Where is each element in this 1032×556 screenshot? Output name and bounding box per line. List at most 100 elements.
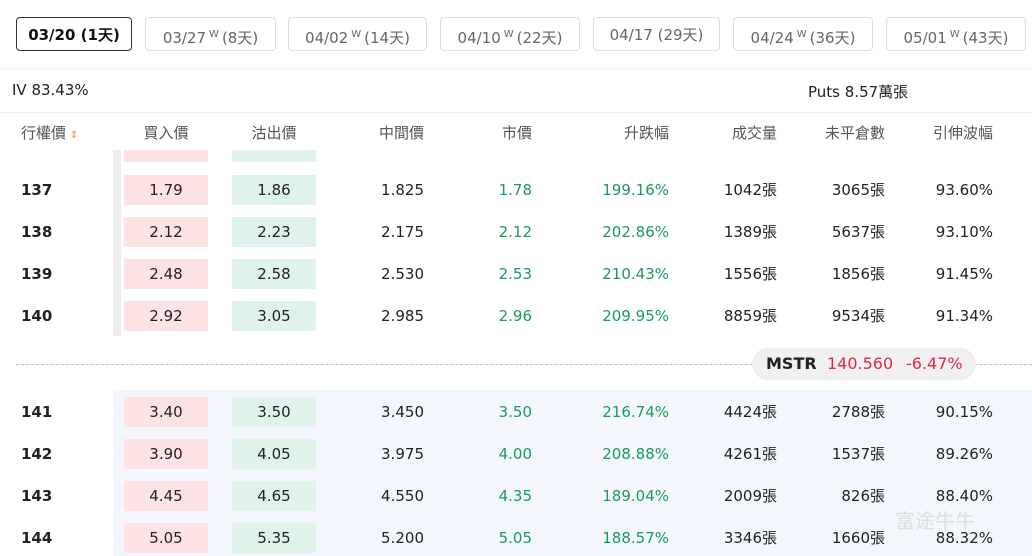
tab-days: (22天) [516, 29, 563, 47]
ask: 5.35 [232, 523, 316, 553]
tab-days: (8天) [221, 29, 259, 47]
date-tab[interactable]: 04/10 W (22天) [440, 17, 580, 51]
ask-box [232, 150, 316, 162]
date-tab[interactable]: 05/01 W (43天) [886, 17, 1026, 51]
divider [0, 112, 1032, 113]
ticker-change: -6.47% [906, 354, 963, 373]
implied-vol: 88.32% [935, 529, 993, 547]
tab-weekly: W [351, 29, 362, 40]
sort-icon: ⇕ [70, 130, 79, 141]
implied-vol: 93.10% [935, 223, 993, 241]
open-interest: 5637張 [831, 223, 885, 241]
date-tab[interactable]: 03/20 (1天) [16, 17, 132, 51]
last: 4.00 [498, 445, 532, 463]
mid: 1.825 [381, 181, 424, 199]
open-interest: 2788張 [831, 403, 885, 421]
date-tab[interactable]: 04/02 W (14天) [288, 17, 427, 51]
mid: 4.550 [381, 487, 424, 505]
tab-days: (14天) [364, 29, 410, 47]
date-tab[interactable]: 03/27 W (8天) [145, 17, 276, 51]
column-header: 成交量 [731, 124, 777, 142]
strike: 139 [21, 265, 53, 283]
change: 208.88% [602, 445, 669, 463]
volume: 2009張 [723, 487, 777, 505]
last: 4.35 [498, 487, 532, 505]
open-interest: 1537張 [831, 445, 885, 463]
volume: 3346張 [723, 529, 777, 547]
puts-summary: Puts 8.57萬張 [808, 83, 909, 101]
price-line [16, 364, 1032, 365]
ticker-pill: MSTR 140.560 -6.47% [752, 348, 976, 380]
last: 1.78 [498, 181, 532, 199]
implied-vol: 91.45% [935, 265, 993, 283]
open-interest: 1856張 [831, 265, 885, 283]
volume: 1556張 [723, 265, 777, 283]
bid: 1.79 [124, 175, 208, 205]
mid: 3.975 [381, 445, 424, 463]
open-interest: 1660張 [831, 529, 885, 547]
iv-summary: IV 83.43% [12, 81, 89, 99]
ask: 3.50 [232, 397, 316, 427]
last: 2.96 [498, 307, 532, 325]
strike: 143 [21, 487, 53, 505]
bid: 3.90 [124, 439, 208, 469]
change: 202.86% [602, 223, 669, 241]
implied-vol: 89.26% [935, 445, 993, 463]
column-header: 引伸波幅 [932, 124, 993, 142]
volume: 1042張 [723, 181, 777, 199]
volume: 4424張 [723, 403, 777, 421]
ask: 3.05 [232, 301, 316, 331]
mid: 2.530 [381, 265, 424, 283]
bid: 3.40 [124, 397, 208, 427]
itm-bar [113, 150, 121, 336]
implied-vol: 91.34% [935, 307, 993, 325]
volume: 1389張 [723, 223, 777, 241]
ticker-symbol: MSTR [766, 354, 817, 373]
change: 189.04% [602, 487, 669, 505]
column-header: 市價 [501, 124, 532, 142]
strike: 137 [21, 181, 53, 199]
bid: 4.45 [124, 481, 208, 511]
mid: 2.175 [381, 223, 424, 241]
tab-date: 05/01 [903, 29, 947, 47]
change: 216.74% [602, 403, 669, 421]
tab-days: (36天) [809, 29, 856, 47]
strike: 138 [21, 223, 53, 241]
bid-box [124, 150, 208, 162]
column-header: 中間價 [378, 124, 424, 142]
tab-date: 04/24 [750, 29, 794, 47]
last: 2.12 [498, 223, 532, 241]
tab-date: 04/17 [609, 26, 653, 44]
tab-date: 04/02 [305, 29, 349, 47]
tab-weekly: W [209, 29, 219, 40]
tab-days: (29天) [657, 26, 704, 44]
volume: 8859張 [723, 307, 777, 325]
implied-vol: 90.15% [935, 403, 993, 421]
ask: 2.23 [232, 217, 316, 247]
open-interest: 826張 [841, 487, 885, 505]
tab-date: 04/10 [457, 29, 501, 47]
implied-vol: 93.60% [935, 181, 993, 199]
date-tab[interactable]: 04/24 W (36天) [733, 17, 873, 51]
ask: 1.86 [232, 175, 316, 205]
column-header: 未平倉數 [824, 124, 885, 142]
column-header: 沽出價 [251, 124, 297, 142]
column-header[interactable]: 行權價 ⇕ [21, 124, 79, 142]
tab-days: (43天) [962, 29, 1009, 47]
mid: 3.450 [381, 403, 424, 421]
change: 199.16% [602, 181, 669, 199]
change: 188.57% [602, 529, 669, 547]
watermark: 富途牛牛 [895, 509, 975, 533]
tab-weekly: W [503, 29, 514, 40]
ticker-price: 140.560 [827, 354, 894, 373]
bid: 2.12 [124, 217, 208, 247]
last: 3.50 [498, 403, 532, 421]
ask: 2.58 [232, 259, 316, 289]
tab-date: 03/20 [28, 26, 76, 44]
divider [0, 68, 1032, 69]
implied-vol: 88.40% [935, 487, 993, 505]
date-tab[interactable]: 04/17 (29天) [593, 17, 720, 51]
column-header: 升跌幅 [623, 124, 669, 142]
mid: 5.200 [381, 529, 424, 547]
open-interest: 9534張 [831, 307, 885, 325]
